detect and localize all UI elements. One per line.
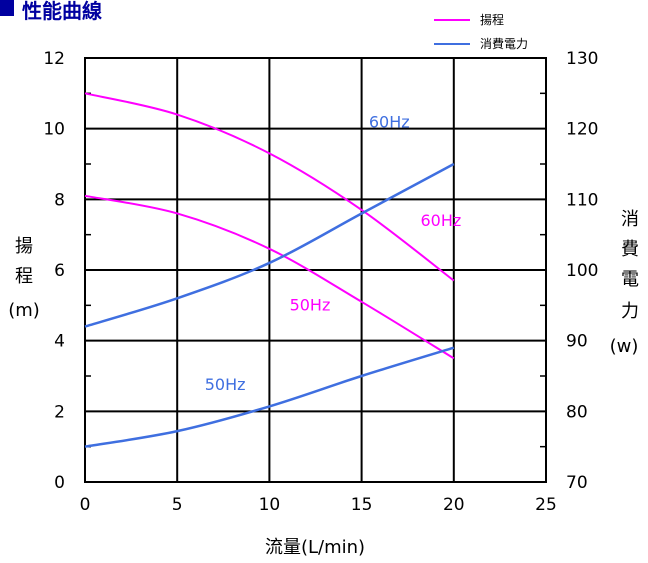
legend-label-power: 消費電力 [480,36,528,51]
y-left-title-char: 揚 [15,236,33,257]
y-right-title-unit: (w) [610,336,639,357]
x-tick-label: 10 [259,495,281,515]
y-right-tick-label: 110 [566,190,598,210]
series-annotation-label: 50Hz [290,296,331,315]
plot-frame [84,57,547,483]
y-right-tick-label: 130 [566,49,598,69]
y-left-tick-label: 10 [43,120,65,140]
x-axis-title: 流量(L/min) [265,537,365,558]
x-tick-labels: 0 5 10 15 20 25 [80,495,557,515]
y-left-tick-label: 2 [54,402,65,422]
x-tick-label: 25 [535,495,557,515]
y-left-title-char: 程 [15,266,33,287]
series-layer [84,92,455,448]
y-left-title-unit: (m) [8,300,40,321]
legend: 揚程 消費電力 [434,12,528,51]
grid [84,57,547,483]
y-right-tick-label: 80 [566,402,588,422]
x-tick-label: 20 [443,495,465,515]
series-line-power-50hz [84,346,455,448]
y-left-axis-title: 揚 程 (m) [8,236,40,321]
series-annotation-label: 60Hz [420,211,461,230]
y-right-title-char: 電 [621,269,639,290]
y-right-axis-title: 消 費 電 力 (w) [610,209,639,357]
y-left-tick-label: 0 [54,473,65,493]
y-right-title-char: 力 [621,301,639,322]
y-right-tick-label: 100 [566,261,598,281]
y-right-title-char: 消 [621,209,639,230]
y-left-tick-label: 6 [54,261,65,281]
x-tick-label: 15 [351,495,373,515]
y-right-tick-label: 90 [566,332,588,352]
chart-title: 性能曲線 [22,0,102,23]
y-right-tick-label: 120 [566,120,598,140]
y-right-tick-label: 70 [566,473,588,493]
y-right-title-char: 費 [621,239,639,260]
series-line-head-50hz [84,194,455,360]
x-tick-label: 0 [80,495,91,515]
y-left-tick-labels: 0 2 4 6 8 10 12 [43,49,65,493]
series-annotation-label: 60Hz [369,112,410,131]
x-tick-label: 5 [172,495,183,515]
series-line-power-60hz [84,162,455,328]
series-annotation-label: 50Hz [205,375,246,394]
y-left-tick-label: 12 [43,49,65,69]
y-left-tick-label: 8 [54,190,65,210]
legend-label-head: 揚程 [480,12,504,27]
series-line-head-60hz [84,92,455,282]
y-right-tick-labels: 70 80 90 100 110 120 130 [566,49,598,493]
y-left-tick-label: 4 [54,332,65,352]
title-square-icon [0,0,14,16]
series-annotations: 60Hz 60Hz 50Hz 50Hz [205,112,462,394]
